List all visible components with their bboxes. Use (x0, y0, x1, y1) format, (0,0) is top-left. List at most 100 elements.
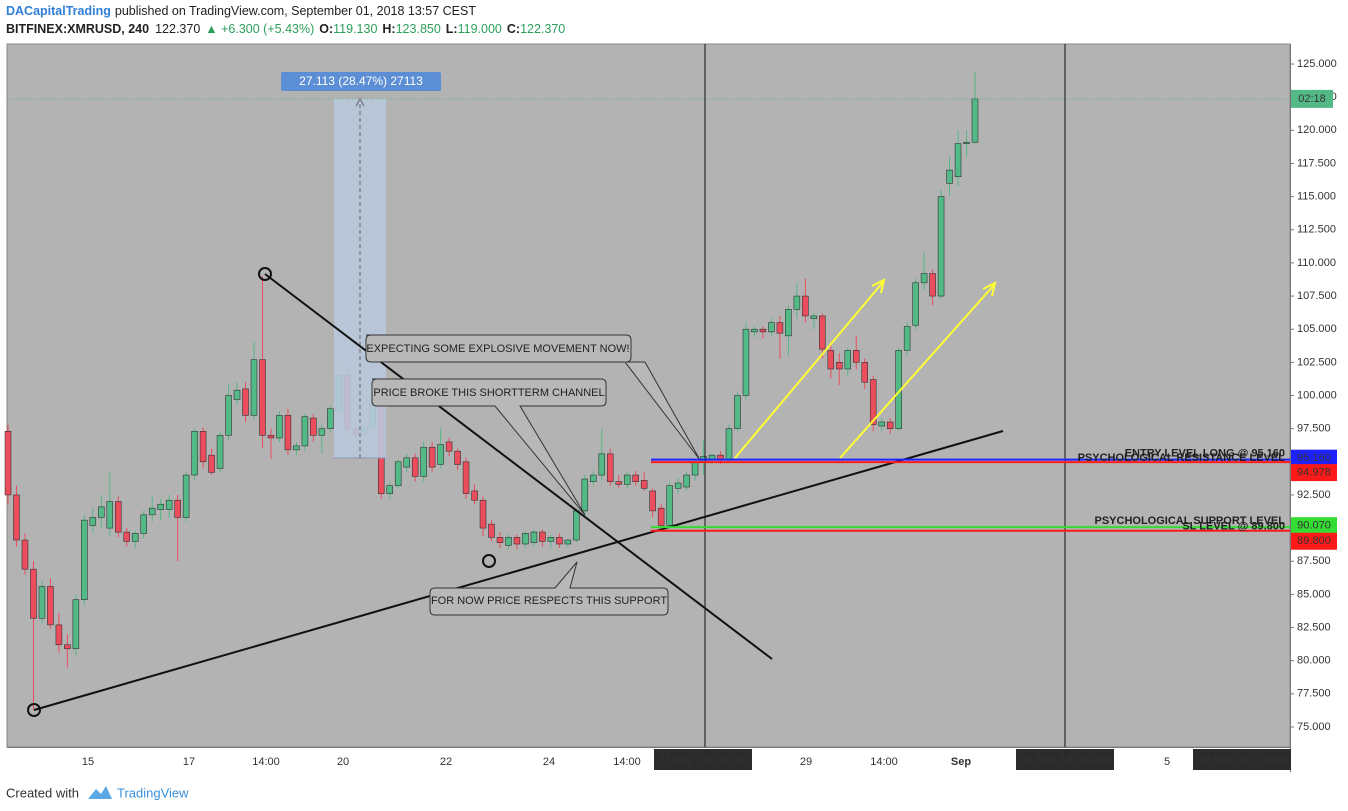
candle-body (267, 434, 275, 439)
candle-body (827, 350, 835, 370)
candle-body (4, 430, 12, 496)
candle-body (819, 315, 826, 350)
candle-body (106, 501, 114, 529)
candle-body (836, 362, 843, 370)
callout-text: PRICE BROKE THIS SHORTTERM CHANNEL (373, 387, 604, 399)
x-tick-label: 29 (800, 756, 812, 768)
y-tick-label: 97.500 (1297, 423, 1331, 435)
candle-body (717, 454, 724, 460)
candle-body (615, 481, 623, 485)
footer-logo (88, 786, 112, 799)
candle-body (573, 510, 580, 541)
candle-body (454, 450, 461, 465)
y-tick-label: 120.000 (1297, 124, 1337, 136)
symbol-line: BITFINEX:XMRUSD, 240 122.370 ▲ +6.300 (+5.… (6, 22, 565, 36)
candle-body (394, 461, 402, 486)
high: 123.850 (396, 22, 441, 36)
pivot-circle (482, 554, 496, 568)
x-tick-label: 20 (337, 756, 349, 768)
y-tick-label: 82.500 (1297, 621, 1331, 633)
y-tick-label: 100.000 (1297, 389, 1337, 401)
x-label-box (654, 749, 752, 770)
candle-body (581, 478, 589, 512)
candle-body (462, 461, 470, 494)
level-tag (1291, 464, 1337, 482)
trend-line (264, 273, 773, 660)
candle-body (233, 389, 241, 400)
candle-body (903, 326, 911, 351)
x-tick-label: 22 (440, 756, 452, 768)
level-tag-text: 95.160 (1297, 452, 1331, 464)
candle-body (954, 143, 962, 178)
y-tick-label: 92.500 (1297, 489, 1331, 501)
candle-body (242, 388, 249, 416)
candle-body (912, 282, 919, 326)
arrow (839, 284, 995, 459)
candle-body (81, 519, 88, 600)
candle-body (861, 362, 868, 383)
candle-body (657, 507, 665, 526)
candle-body (445, 441, 453, 452)
level-tag (1291, 532, 1337, 550)
candle-body (13, 494, 20, 541)
trend-line (33, 430, 1004, 711)
countdown: 02:18 (1298, 93, 1326, 105)
candle-body (793, 295, 801, 310)
candle-body (844, 350, 852, 370)
candle-body (157, 503, 164, 510)
candle-body (123, 531, 131, 542)
candle-body (946, 169, 953, 184)
candle-body (310, 417, 317, 436)
candle-body (920, 273, 928, 284)
measure-label-box (281, 72, 441, 91)
footer-brand[interactable]: TradingView (117, 785, 189, 800)
arrows (734, 278, 997, 459)
level-tag-text: 94.978 (1297, 466, 1331, 478)
candle-body (403, 457, 410, 468)
candle-body (564, 539, 572, 545)
candle-body (191, 430, 198, 476)
candle-body (725, 428, 733, 460)
candle-body (496, 537, 504, 543)
open: 119.130 (333, 22, 377, 36)
candle-body (479, 499, 487, 529)
callout-text: EXPECTING SOME EXPLOSIVE MOVEMENT NOW! (366, 343, 629, 355)
candle-body (131, 533, 139, 542)
candle-body (148, 507, 156, 516)
candle-body (606, 453, 614, 482)
candle-body (72, 599, 80, 650)
candle-body (174, 499, 181, 518)
candle-body (98, 506, 105, 518)
x-label-box (1016, 749, 1114, 770)
low-label: L: (446, 22, 458, 36)
change: ▲ +6.300 (+5.43%) (205, 22, 314, 36)
candle-body (471, 490, 478, 501)
x-tick-label: 03 Sep '18 · 02:00 (1020, 754, 1110, 766)
level-tag-text: 90.070 (1297, 520, 1331, 532)
level-tag (1291, 449, 1337, 467)
published: published on TradingView.com, September … (115, 4, 476, 18)
candle-body (708, 454, 716, 460)
close-label: C: (507, 22, 520, 36)
candle-body (259, 359, 266, 436)
candle-body (640, 480, 648, 489)
candle-body (734, 395, 741, 429)
author[interactable]: DACapitalTrading (6, 4, 111, 18)
candle-body (250, 359, 258, 416)
measure-label: 27.113 (28.47%) 27113 (299, 74, 423, 88)
y-tick-label: 85.000 (1297, 588, 1331, 600)
callout-box (429, 561, 669, 616)
callout-box (371, 378, 607, 516)
candle-body (140, 514, 147, 534)
candle-body (776, 322, 784, 334)
marks-layer: 75.000 77.500 80.000 82.500 85.000 87.500 90.0… (4, 58, 1337, 770)
candle-body (632, 474, 639, 482)
candle-body (522, 533, 529, 545)
candle-body (327, 408, 334, 429)
candle-body (115, 501, 122, 533)
candle-body (971, 98, 979, 143)
candle-body (488, 523, 495, 538)
x-tick-label: 10 Sep '18 · 02:00 (1197, 754, 1287, 766)
candle-body (937, 196, 945, 297)
